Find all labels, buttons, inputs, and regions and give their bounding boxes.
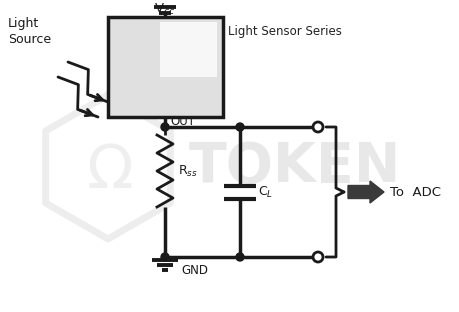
Circle shape <box>235 123 243 131</box>
Bar <box>108 17 223 117</box>
FancyArrow shape <box>347 181 383 203</box>
Text: OUT: OUT <box>170 115 195 128</box>
Text: TOKEN: TOKEN <box>188 140 400 194</box>
Circle shape <box>161 253 168 261</box>
Text: To  ADC: To ADC <box>389 186 440 198</box>
Bar <box>159 22 217 77</box>
Text: R$_{ss}$: R$_{ss}$ <box>178 163 197 178</box>
Text: GND: GND <box>180 264 207 277</box>
Text: V$_{cc}$: V$_{cc}$ <box>154 2 175 17</box>
Text: Light
Source: Light Source <box>8 17 51 46</box>
Circle shape <box>312 122 322 132</box>
Circle shape <box>235 253 243 261</box>
Text: Light Sensor Series: Light Sensor Series <box>228 25 341 38</box>
Text: Ω: Ω <box>86 143 133 202</box>
Circle shape <box>161 123 168 131</box>
Circle shape <box>312 252 322 262</box>
Text: C$_{L}$: C$_{L}$ <box>257 184 273 200</box>
